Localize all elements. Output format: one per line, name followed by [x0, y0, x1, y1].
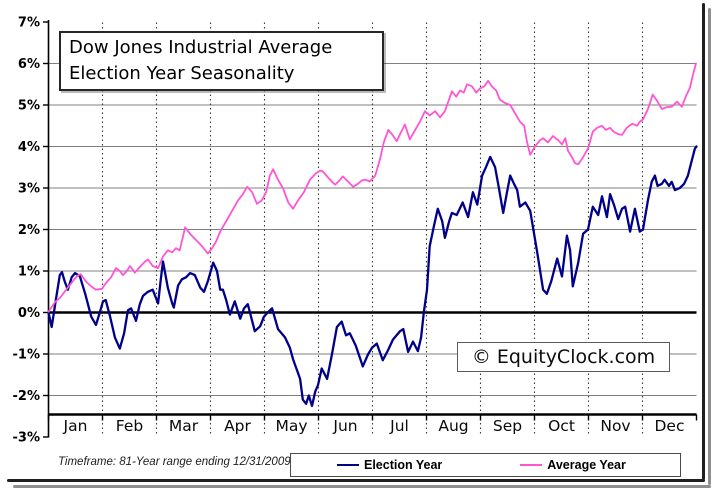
series-average-year	[47, 62, 697, 313]
series-election-year	[47, 145, 698, 408]
y-tick-label: 3%	[18, 182, 40, 197]
y-tick-label: 4%	[18, 140, 40, 155]
month-label: Feb	[116, 417, 143, 435]
timeframe-note: Timeframe: 81-Year range ending 12/31/20…	[58, 456, 291, 468]
chart-title-line2: Election Year Seasonality	[69, 63, 295, 84]
legend-label-average-year: Average Year	[547, 458, 626, 472]
y-tick-label: -2%	[13, 389, 40, 404]
legend-item-election-year: Election Year	[337, 458, 442, 472]
y-tick-label: 1%	[18, 265, 40, 280]
month-label: Sep	[493, 417, 522, 435]
average-year-line-swatch	[520, 463, 543, 467]
chart-title-box: Dow Jones Industrial Average Election Ye…	[59, 31, 384, 91]
month-label: Mar	[169, 417, 199, 435]
election-year-line-swatch	[337, 463, 359, 467]
y-tick-label: 0%	[18, 306, 40, 321]
month-label: Oct	[548, 417, 575, 435]
y-tick-label: 6%	[18, 57, 40, 72]
month-label: Jun	[332, 417, 357, 435]
legend: Election Year Average Year	[290, 453, 681, 477]
frame-border-right	[702, 3, 705, 480]
y-tick-label: -1%	[13, 348, 40, 363]
month-label: Nov	[600, 417, 630, 435]
watermark-box: © EquityClock.com	[457, 342, 670, 372]
watermark-text: © EquityClock.com	[471, 346, 656, 368]
month-label: Dec	[655, 417, 685, 435]
y-tick-label: 7%	[18, 16, 40, 31]
month-label: Aug	[438, 417, 468, 435]
frame-border-bottom	[7, 479, 705, 482]
month-label: May	[275, 417, 307, 435]
y-tick-label: 5%	[18, 99, 40, 114]
y-tick-label: 2%	[18, 223, 40, 238]
frame-shadow-bottom	[13, 485, 711, 488]
frame-shadow-right	[708, 8, 711, 485]
y-tick-label: -3%	[13, 431, 40, 446]
legend-label-election-year: Election Year	[364, 458, 443, 472]
month-label: Jul	[389, 417, 409, 435]
chart-title-line1: Dow Jones Industrial Average	[69, 37, 333, 58]
month-label: Jan	[63, 417, 88, 435]
legend-item-average-year: Average Year	[520, 458, 626, 472]
month-label: Apr	[224, 417, 251, 435]
